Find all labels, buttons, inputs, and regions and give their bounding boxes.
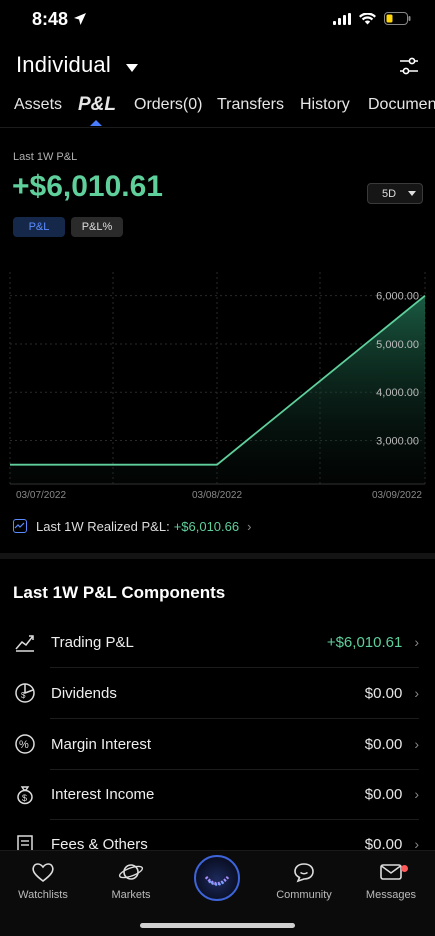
chevron-right-icon: ›: [414, 786, 419, 802]
component-value: $0.00: [364, 735, 403, 753]
tab-orders[interactable]: Orders(0): [134, 96, 203, 113]
nav-label: Community: [276, 889, 332, 901]
pl-total-value: +$6,010.61: [12, 170, 163, 203]
location-arrow-icon: [73, 12, 87, 31]
svg-text:$: $: [21, 691, 26, 700]
account-header: Individual: [16, 52, 419, 84]
webull-logo-icon: [204, 875, 230, 886]
component-value: $0.00: [364, 835, 403, 853]
chevron-right-icon: ›: [414, 736, 419, 752]
tab-pl[interactable]: P&L: [78, 96, 116, 115]
envelope-icon: [380, 864, 402, 880]
chevron-right-icon: ›: [414, 836, 419, 852]
row-divider: [50, 667, 419, 668]
filter-settings-icon[interactable]: [399, 56, 419, 81]
tab-bar: Assets P&L Orders(0) Transfers History D…: [0, 96, 435, 128]
nav-markets[interactable]: Markets: [96, 861, 166, 901]
pl-period-label: Last 1W P&L: [13, 151, 78, 163]
active-tab-indicator: [90, 120, 102, 126]
component-row-dividends[interactable]: $ Dividends $0.00 ›: [13, 668, 419, 718]
chart-series-line: [10, 295, 426, 466]
planet-icon: [118, 864, 144, 880]
x-tick-label: 03/07/2022: [16, 490, 66, 501]
y-tick-label: 4,000.00: [376, 387, 419, 399]
percent-icon: %: [13, 732, 37, 756]
period-select[interactable]: 5D: [367, 183, 423, 204]
chip-pl-percent[interactable]: P&L%: [71, 217, 123, 237]
components-title: Last 1W P&L Components: [13, 583, 226, 602]
nav-label: Watchlists: [18, 889, 68, 901]
account-title[interactable]: Individual: [16, 52, 111, 77]
chip-pl[interactable]: P&L: [13, 217, 65, 237]
home-indicator: [140, 923, 295, 928]
component-label: Interest Income: [51, 785, 155, 803]
nav-label: Markets: [111, 889, 151, 901]
tab-documents[interactable]: Documen: [368, 96, 435, 113]
nav-community[interactable]: Community: [269, 861, 339, 901]
caret-down-icon: [408, 191, 416, 196]
period-select-value: 5D: [382, 187, 397, 200]
status-bar: 8:48: [0, 0, 435, 44]
status-icons: [333, 12, 411, 25]
y-tick-label: 5,000.00: [376, 339, 419, 351]
component-label: Trading P&L: [51, 633, 134, 651]
row-divider: [50, 718, 419, 719]
x-tick-label: 03/08/2022: [192, 490, 242, 501]
nav-messages[interactable]: Messages: [356, 861, 426, 901]
battery-icon: [384, 12, 411, 25]
component-label: Fees & Others: [51, 835, 148, 853]
pl-line-chart[interactable]: 6,000.00 5,000.00 4,000.00 3,000.00 03/07/2…: [0, 270, 435, 510]
status-time: 8:48: [32, 9, 69, 29]
wifi-icon: [359, 12, 376, 24]
tab-assets[interactable]: Assets: [14, 96, 63, 113]
realized-pl-link[interactable]: Last 1W Realized P&L: +$6,010.66 ›: [13, 516, 251, 536]
bottom-nav: Watchlists Markets Community Messages: [0, 850, 435, 936]
trading-chart-icon: [13, 630, 37, 654]
x-tick-label: 03/09/2022: [372, 490, 422, 501]
trend-chart-icon: [13, 519, 27, 533]
component-value: $0.00: [364, 785, 403, 803]
svg-text:$: $: [22, 793, 27, 803]
notification-dot: [401, 865, 408, 872]
component-row-margin-interest[interactable]: % Margin Interest $0.00 ›: [13, 719, 419, 769]
y-tick-label: 3,000.00: [376, 436, 419, 448]
signal-icon: [333, 12, 351, 25]
component-value: $0.00: [364, 684, 403, 702]
caret-down-icon[interactable]: [126, 60, 138, 78]
nav-home-logo-button[interactable]: [194, 855, 240, 901]
tab-transfers[interactable]: Transfers: [217, 96, 284, 113]
chevron-right-icon: ›: [414, 685, 419, 701]
realized-pl-value: +$6,010.66: [173, 518, 240, 534]
component-row-fees[interactable]: Fees & Others $0.00 ›: [13, 819, 419, 869]
chat-bubble-icon: [294, 863, 314, 883]
row-divider: [50, 819, 419, 820]
tab-history[interactable]: History: [300, 96, 350, 113]
svg-text:%: %: [19, 739, 29, 751]
dividends-icon: $: [13, 681, 37, 705]
section-divider: [0, 553, 435, 559]
nav-label: Messages: [365, 889, 417, 901]
component-label: Dividends: [51, 684, 117, 702]
component-row-trading[interactable]: Trading P&L +$6,010.61 ›: [13, 617, 419, 667]
chevron-right-icon: ›: [247, 518, 252, 534]
y-tick-label: 6,000.00: [376, 291, 419, 303]
heart-icon: [32, 863, 54, 883]
money-bag-icon: $: [13, 782, 37, 806]
component-label: Margin Interest: [51, 735, 152, 753]
chevron-right-icon: ›: [414, 634, 419, 650]
realized-pl-label: Last 1W Realized P&L:: [36, 518, 170, 534]
chart-area-fill: [10, 295, 425, 484]
row-divider: [50, 769, 419, 770]
component-value: +$6,010.61: [326, 633, 403, 651]
nav-watchlists[interactable]: Watchlists: [8, 861, 78, 901]
component-row-interest-income[interactable]: $ Interest Income $0.00 ›: [13, 769, 419, 819]
